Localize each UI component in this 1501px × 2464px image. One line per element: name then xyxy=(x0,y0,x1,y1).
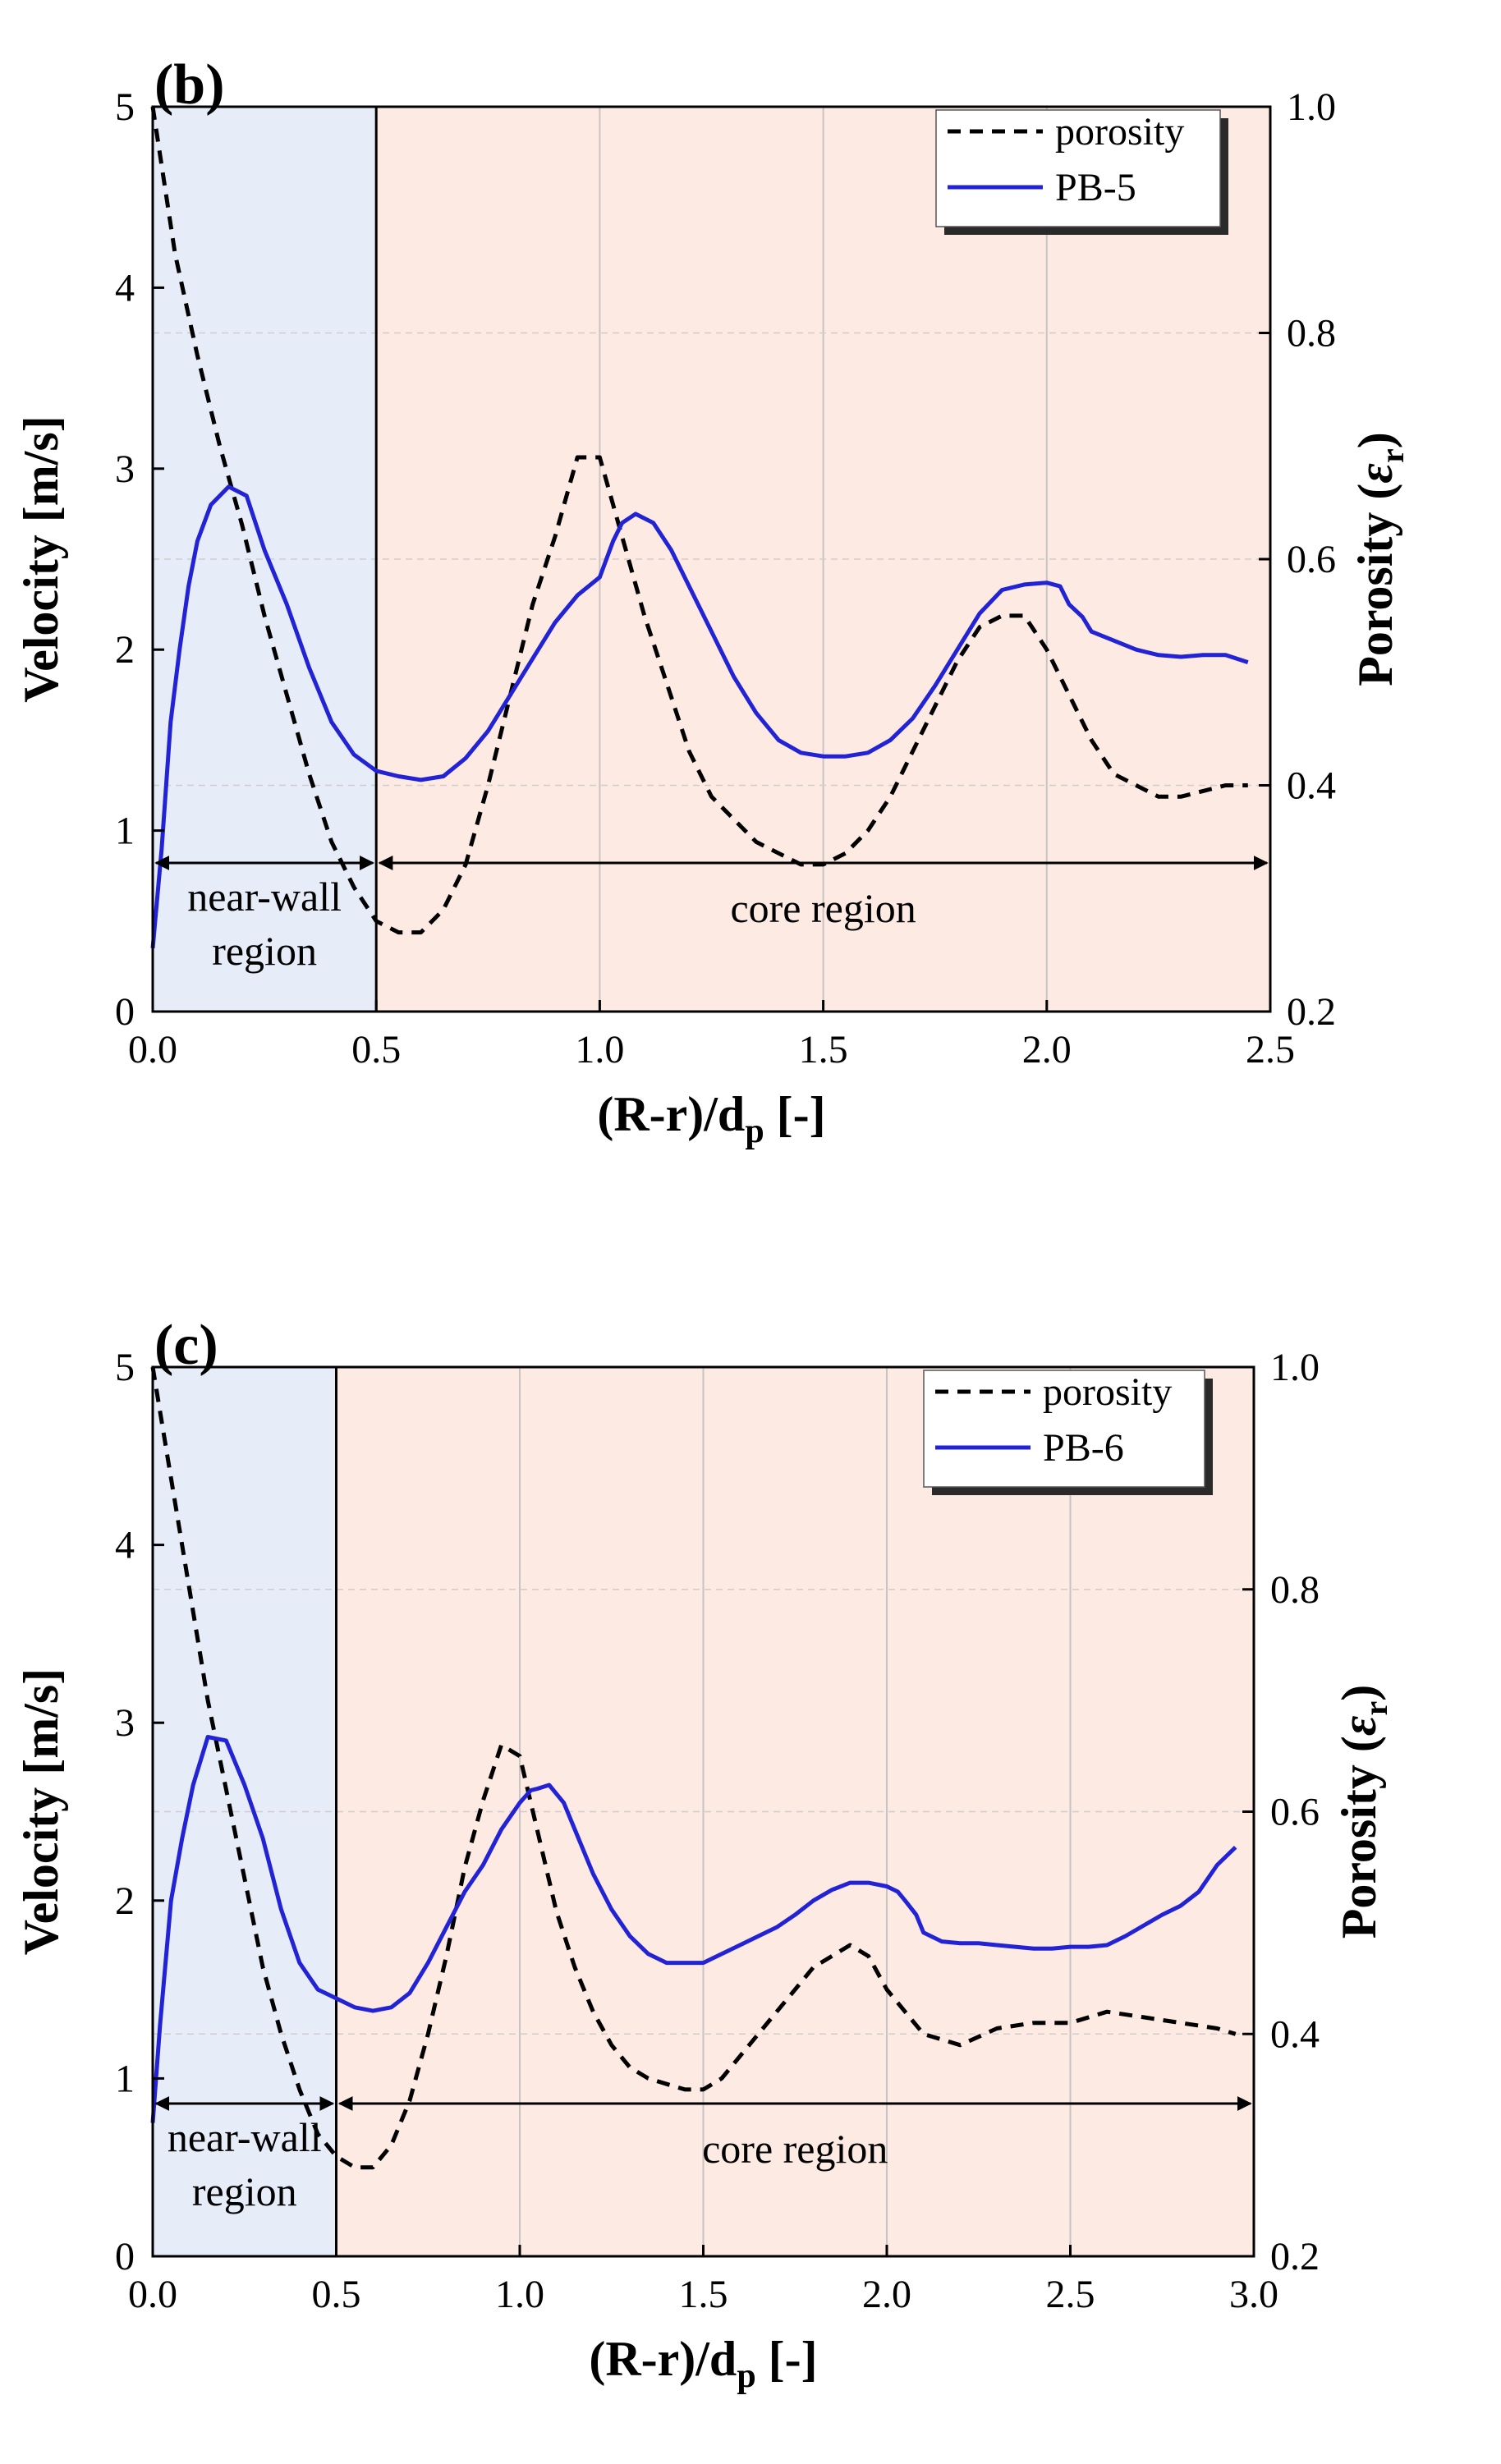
x-tick-label: 1.5 xyxy=(679,2273,728,2316)
y-tick-label: 3 xyxy=(115,447,135,491)
chart-c: near-wall region core region 0.0 0.5 1.0 1.5 2.… xyxy=(14,1314,1394,2395)
y2-tick-label: 0.8 xyxy=(1287,312,1336,356)
y-tick-label: 3 xyxy=(115,1701,135,1745)
legend-entry: porosity xyxy=(1043,1370,1172,1414)
y2-tick-label: 1.0 xyxy=(1270,1346,1320,1389)
x-tick-label: 0.0 xyxy=(128,2273,177,2316)
x-tick-label: 2.5 xyxy=(1046,2273,1095,2316)
legend-entry: porosity xyxy=(1055,110,1184,154)
series-line-PB-6 xyxy=(150,1735,1237,2123)
x-tick-label: 1.0 xyxy=(495,2273,544,2316)
y2-tick-label: 0.2 xyxy=(1270,2235,1320,2278)
y2-tick-label: 0.4 xyxy=(1270,2012,1320,2056)
chart-b: near-wall region core region 0.0 0.5 1.0 1.5 2.… xyxy=(14,53,1411,1150)
x-tick-label: 2.5 xyxy=(1246,1028,1295,1071)
x-axis-label: (R-r)/dp [-] xyxy=(589,2332,817,2395)
x-axis-label: (R-r)/dp [-] xyxy=(597,1087,825,1150)
y-tick-label: 0 xyxy=(115,990,135,1034)
y2-axis-label: Porosity (εr) xyxy=(1332,1685,1394,1939)
y-axis-label: Velocity [m/s] xyxy=(14,1668,68,1955)
x-tick-label: 0.5 xyxy=(351,1028,401,1071)
y-tick-label: 4 xyxy=(115,1524,135,1567)
y2-axis-label-sub: r xyxy=(1357,1701,1394,1716)
legend-entry: PB-5 xyxy=(1055,166,1136,209)
near-wall-label-line2: region xyxy=(212,928,317,974)
near-wall-label-line1: near-wall xyxy=(187,874,342,920)
y-tick-label: 1 xyxy=(115,2057,135,2100)
y-tick-label: 4 xyxy=(115,266,135,310)
y2-axis-label: Porosity (εr) xyxy=(1348,432,1411,686)
x-axis-label-suffix: [-] xyxy=(764,1087,826,1141)
y2-axis-label-end: ) xyxy=(1348,432,1402,448)
y2-tick-label: 0.6 xyxy=(1287,538,1336,581)
x-axis-label-sub: p xyxy=(737,2357,755,2395)
series-line-PB-5 xyxy=(150,484,1249,949)
x-axis-label-suffix: [-] xyxy=(756,2332,818,2386)
y-tick-label: 2 xyxy=(115,628,135,672)
near-wall-label-line1: near-wall xyxy=(168,2114,322,2160)
x-tick-label: 1.0 xyxy=(575,1028,624,1071)
x-tick-label: 2.0 xyxy=(862,2273,911,2316)
x-axis-label-sub: p xyxy=(745,1113,764,1150)
x-tick-label: 2.0 xyxy=(1022,1028,1072,1071)
core-region-fill xyxy=(336,1367,1254,2256)
x-axis-label-main: (R-r)/d xyxy=(589,2332,737,2386)
x-tick-label: 1.5 xyxy=(799,1028,848,1071)
legend-entry: PB-6 xyxy=(1043,1426,1124,1470)
y-tick-label: 0 xyxy=(115,2235,135,2278)
y2-tick-label: 0.4 xyxy=(1287,764,1336,808)
core-region-label: core region xyxy=(730,885,916,931)
y2-tick-label: 0.8 xyxy=(1270,1568,1320,1612)
y2-axis-label-symbol: ε xyxy=(1332,1715,1386,1736)
y2-axis-label-symbol: ε xyxy=(1348,463,1402,484)
y2-tick-label: 1.0 xyxy=(1287,85,1336,129)
y2-axis-label-end: ) xyxy=(1332,1685,1386,1701)
x-tick-label: 3.0 xyxy=(1229,2273,1278,2316)
y-tick-label: 5 xyxy=(115,85,135,129)
legend-box xyxy=(935,109,1221,227)
y2-axis-label-main: Porosity ( xyxy=(1348,484,1402,686)
y-tick-label: 1 xyxy=(115,810,135,853)
panel-label: (c) xyxy=(154,1314,218,1377)
y2-tick-label: 0.2 xyxy=(1287,990,1336,1034)
x-tick-label: 0.0 xyxy=(128,1028,177,1071)
y-tick-label: 2 xyxy=(115,1879,135,1923)
y2-axis-label-sub: r xyxy=(1374,448,1411,463)
x-axis-label-main: (R-r)/d xyxy=(597,1087,745,1141)
y-axis-label: Velocity [m/s] xyxy=(14,415,68,702)
panel-label: (b) xyxy=(154,53,225,117)
core-region-label: core region xyxy=(702,2126,888,2172)
y2-tick-label: 0.6 xyxy=(1270,1791,1320,1834)
y-tick-label: 5 xyxy=(115,1346,135,1389)
series-line-porosity xyxy=(150,106,1248,935)
y2-axis-label-main: Porosity ( xyxy=(1332,1736,1386,1939)
x-tick-label: 0.5 xyxy=(312,2273,361,2316)
near-wall-label-line2: region xyxy=(192,2168,297,2214)
